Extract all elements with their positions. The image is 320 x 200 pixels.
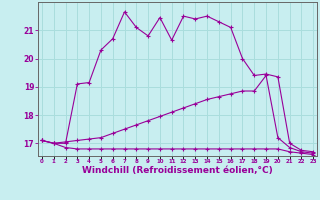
X-axis label: Windchill (Refroidissement éolien,°C): Windchill (Refroidissement éolien,°C) xyxy=(82,166,273,175)
